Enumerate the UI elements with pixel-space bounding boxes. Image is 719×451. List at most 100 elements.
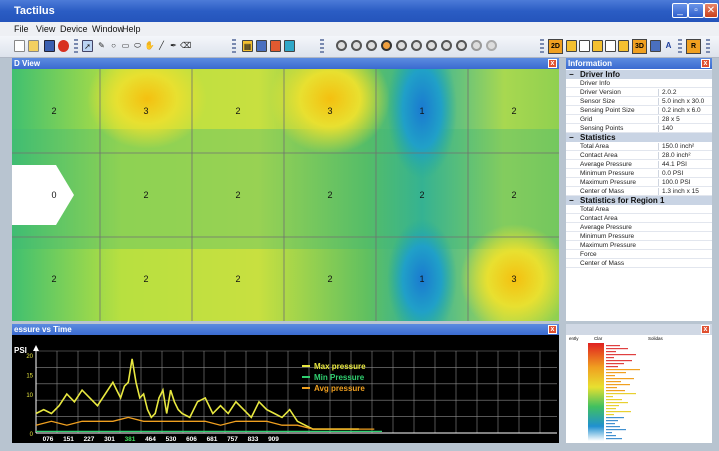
info-row-value: 28 x 5 <box>658 116 712 123</box>
pressure-time-chart[interactable]: PSI 0 10 15 20 076 151 227 301 381 464 530 606 681 757… <box>12 335 559 443</box>
rectangle-tool-icon[interactable]: ▭ <box>121 41 130 50</box>
info-row: Average Pressure <box>566 223 712 232</box>
histogram-graphic <box>588 343 640 441</box>
chart-x-tick-label: 681 <box>207 436 218 443</box>
histogram-bar <box>606 402 628 404</box>
histogram-bar <box>606 426 620 428</box>
info-row: Minimum Pressure <box>566 232 712 241</box>
playback-forward-icon[interactable] <box>411 40 422 51</box>
histogram-col-label: ently <box>569 336 579 341</box>
menu-window[interactable]: Window <box>92 24 125 34</box>
collapse-icon[interactable]: − <box>569 70 574 79</box>
info-row-label: Sensing Point Size <box>580 107 635 114</box>
chart-x-tick-label: 833 <box>248 436 259 443</box>
circle-tool-icon[interactable]: ○ <box>111 41 116 50</box>
histogram-col-label: Solidas <box>648 336 663 341</box>
hand-tool-icon[interactable]: ✋ <box>144 41 155 50</box>
text-annotation-button[interactable]: A <box>665 41 672 50</box>
collapse-icon[interactable]: − <box>569 133 574 142</box>
chart-series-line <box>35 416 375 430</box>
line-tool-icon[interactable]: ╱ <box>159 41 164 50</box>
chart-svg: PSI 0 10 15 20 076 151 227 301 381 464 530 606 681 757… <box>14 345 557 443</box>
playback-last-icon[interactable] <box>426 40 437 51</box>
menu-view[interactable]: View <box>36 24 56 34</box>
playback-back-icon[interactable] <box>351 40 362 51</box>
pointer-tool-icon[interactable]: ➚ <box>82 40 93 52</box>
info-row: Center of Mass <box>566 259 712 268</box>
map-view-icon[interactable] <box>256 40 267 52</box>
y-axis-arrow-icon <box>33 345 39 351</box>
playback-prev-icon[interactable] <box>366 40 377 51</box>
menu-help[interactable]: Help <box>122 24 141 34</box>
info-section-header[interactable]: − Driver Info <box>566 70 712 79</box>
info-section-header[interactable]: − Statistics <box>566 133 712 142</box>
view-3d-button[interactable]: 3D <box>632 39 647 54</box>
loop-icon[interactable] <box>471 40 482 51</box>
speed-icon[interactable] <box>486 40 497 51</box>
new-file-icon[interactable] <box>14 40 25 52</box>
export-icon[interactable] <box>618 40 629 52</box>
profile-icon[interactable] <box>592 40 603 52</box>
info-row-value: 2.0.2 <box>658 89 712 96</box>
histogram-bar <box>606 363 624 365</box>
playback-next-icon[interactable] <box>396 40 407 51</box>
monitor-icon[interactable] <box>650 40 661 52</box>
info-row: Average Pressure 44.1 PSI <box>566 160 712 169</box>
playback-play-icon[interactable] <box>381 40 392 51</box>
info-row-label: Driver Info <box>580 80 610 87</box>
save-disk-icon[interactable] <box>44 40 55 52</box>
histogram-bar <box>606 375 615 377</box>
histogram-panel-close-button[interactable]: x <box>701 325 710 334</box>
info-panel-close-button[interactable]: x <box>701 59 710 68</box>
contour-view-icon[interactable] <box>284 40 295 52</box>
histogram-bar <box>606 396 613 398</box>
record-icon[interactable] <box>441 40 452 51</box>
histogram-panel: ently Clar Solidas <box>566 335 712 443</box>
brush-tool-icon[interactable]: ✒ <box>170 41 177 50</box>
view-2d-button[interactable]: 2D <box>548 39 563 54</box>
pressure-map[interactable]: 2 3 2 3 1 2 0 2 2 2 2 2 2 2 2 2 1 3 <box>12 69 559 321</box>
color-view-icon[interactable] <box>270 40 281 52</box>
chart-bar-icon[interactable] <box>566 40 577 52</box>
pressure-map-graphic <box>12 69 559 321</box>
map-cell-value: 2 <box>419 190 425 200</box>
info-row: Driver Info <box>566 79 712 88</box>
collapse-icon[interactable]: − <box>569 196 574 205</box>
info-row-label: Sensor Size <box>580 98 616 105</box>
maximize-button[interactable]: ▫ <box>688 3 704 18</box>
chart-x-tick-label: 151 <box>63 436 74 443</box>
info-row-label: Center of Mass <box>580 188 625 195</box>
minimize-button[interactable]: _ <box>672 3 688 18</box>
eraser-tool-icon[interactable]: ⌫ <box>180 41 192 50</box>
info-row-label: Grid <box>580 116 593 123</box>
chart-panel-close-button[interactable]: x <box>548 325 557 334</box>
info-row-value: 0.0 PSI <box>658 170 712 177</box>
info-section-header[interactable]: − Statistics for Region 1 <box>566 196 712 205</box>
chart-x-tick-label: 227 <box>84 436 95 443</box>
toolbar-separator <box>74 39 78 55</box>
info-row-label: Minimum Pressure <box>580 170 635 177</box>
record-mode-button[interactable]: R <box>686 39 701 54</box>
table-icon[interactable] <box>579 40 590 52</box>
chart-x-tick-label: 301 <box>104 436 115 443</box>
stop-icon[interactable] <box>58 40 69 52</box>
playback-first-icon[interactable] <box>336 40 347 51</box>
region-icon[interactable] <box>605 40 616 52</box>
histogram-color-scale <box>588 343 604 441</box>
info-row-label: Maximum Pressure <box>580 179 636 186</box>
toolbar-separator <box>540 39 544 55</box>
map-panel-close-button[interactable]: x <box>548 59 557 68</box>
menu-device[interactable]: Device <box>60 24 88 34</box>
close-button[interactable]: ✕ <box>704 3 718 18</box>
histogram-bar <box>606 369 640 371</box>
window-title: Tactilus <box>14 5 55 17</box>
pause-icon[interactable] <box>456 40 467 51</box>
open-folder-icon[interactable] <box>28 40 39 52</box>
menu-file[interactable]: File <box>14 24 29 34</box>
grid-view-icon[interactable]: ▦ <box>242 40 253 52</box>
histogram-bar <box>606 387 617 389</box>
ellipse-tool-icon[interactable]: ⬭ <box>134 41 141 50</box>
chart-legend-label: Avg pressure <box>314 384 365 393</box>
pencil-tool-icon[interactable]: ✎ <box>98 41 105 50</box>
histogram-bar <box>606 354 636 356</box>
